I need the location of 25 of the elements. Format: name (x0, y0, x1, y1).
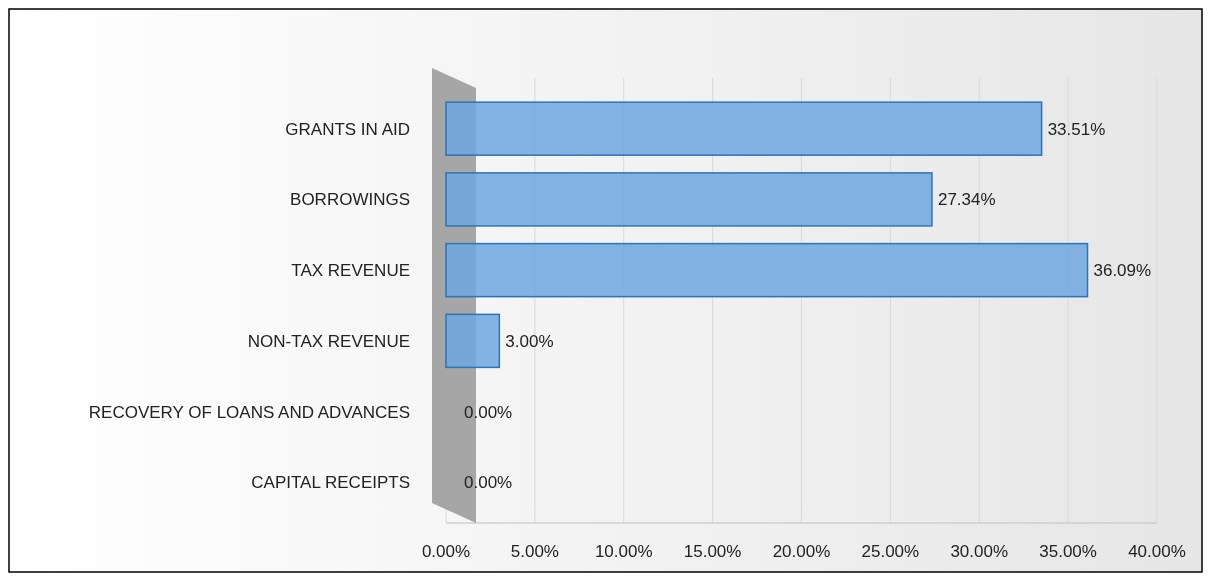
data-label: 33.51% (1047, 119, 1106, 139)
x-tick-label: 5.00% (510, 542, 559, 561)
y-tick-label: RECOVERY OF LOANS AND ADVANCES (88, 402, 410, 422)
x-tick-label: 30.00% (950, 542, 1009, 561)
bar (445, 172, 933, 227)
y-tick-label: TAX REVENUE (291, 261, 410, 281)
y-tick-label: BORROWINGS (290, 190, 410, 210)
x-tick-label: 15.00% (683, 542, 742, 561)
bar (445, 101, 1043, 156)
x-tick-label: 0.00% (421, 542, 471, 561)
data-label: 36.09% (1093, 261, 1152, 281)
x-tick-label: 20.00% (772, 542, 831, 561)
x-tick-label: 10.00% (594, 542, 653, 561)
data-label: 0.00% (464, 473, 513, 493)
bar (445, 313, 501, 369)
bar (445, 242, 1089, 298)
y-tick-label: CAPITAL RECEIPTS (251, 473, 410, 493)
x-tick-label: 40.00% (1128, 542, 1186, 561)
data-label: 3.00% (505, 331, 554, 351)
y-tick-label: GRANTS IN AID (285, 119, 410, 139)
x-tick-label: 25.00% (861, 542, 920, 561)
data-label: 0.00% (464, 402, 513, 422)
x-tick-label: 35.00% (1039, 542, 1097, 561)
data-label: 27.34% (937, 190, 996, 210)
y-tick-label: NON-TAX REVENUE (247, 331, 410, 351)
